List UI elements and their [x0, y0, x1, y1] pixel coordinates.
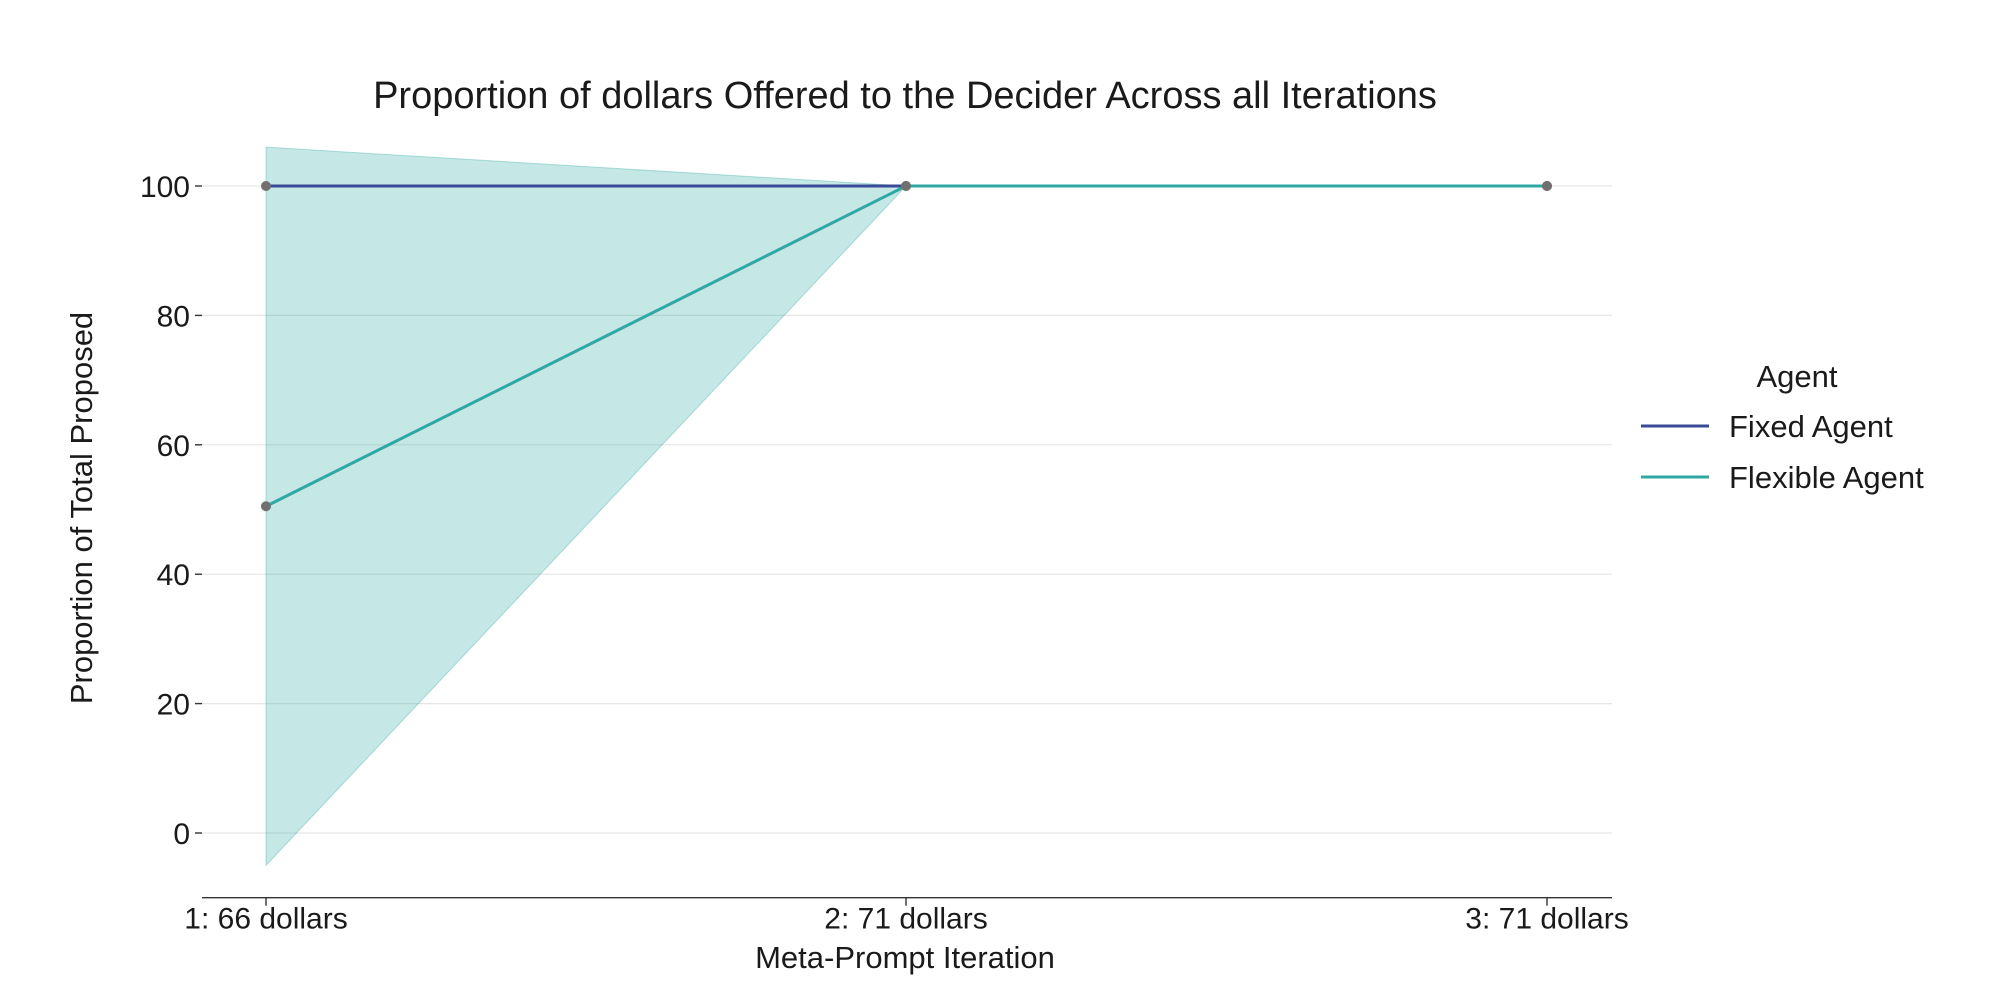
legend-item-label: Flexible Agent: [1729, 460, 1924, 495]
x-tick-label: 2: 71 dollars: [824, 903, 987, 936]
y-tick-label: 60: [157, 430, 190, 463]
y-tick-label: 20: [157, 689, 190, 722]
legend-item-label: Fixed Agent: [1729, 409, 1893, 444]
y-tick-label: 100: [140, 171, 190, 204]
confidence-bands: [265, 146, 1547, 867]
chart-title: Proportion of dollars Offered to the Dec…: [373, 75, 1437, 117]
confidence-band-flexible-agent: [265, 146, 1547, 867]
data-point-flexible-agent: [901, 181, 911, 191]
x-tick-label: 1: 66 dollars: [184, 903, 347, 936]
y-tick-label: 0: [173, 818, 190, 851]
data-point-flexible-agent: [1542, 181, 1552, 191]
data-point-flexible-agent: [261, 501, 271, 512]
legend: Agent Fixed Agent Flexible Agent: [1641, 359, 1924, 495]
data-points: [261, 181, 1552, 512]
legend-title: Agent: [1756, 359, 1837, 394]
y-tick-label: 80: [157, 300, 190, 333]
x-tick-label: 3: 71 dollars: [1465, 903, 1628, 936]
x-axis-label: Meta-Prompt Iteration: [755, 940, 1055, 975]
axes: 0 20 40 60 80 100 1: 66 dollars 2: 71 dollars 3:…: [140, 171, 1629, 936]
data-point-fixed-agent: [261, 181, 271, 191]
y-axis-label: Proportion of Total Proposed: [64, 312, 99, 704]
y-tick-label: 40: [157, 559, 190, 592]
